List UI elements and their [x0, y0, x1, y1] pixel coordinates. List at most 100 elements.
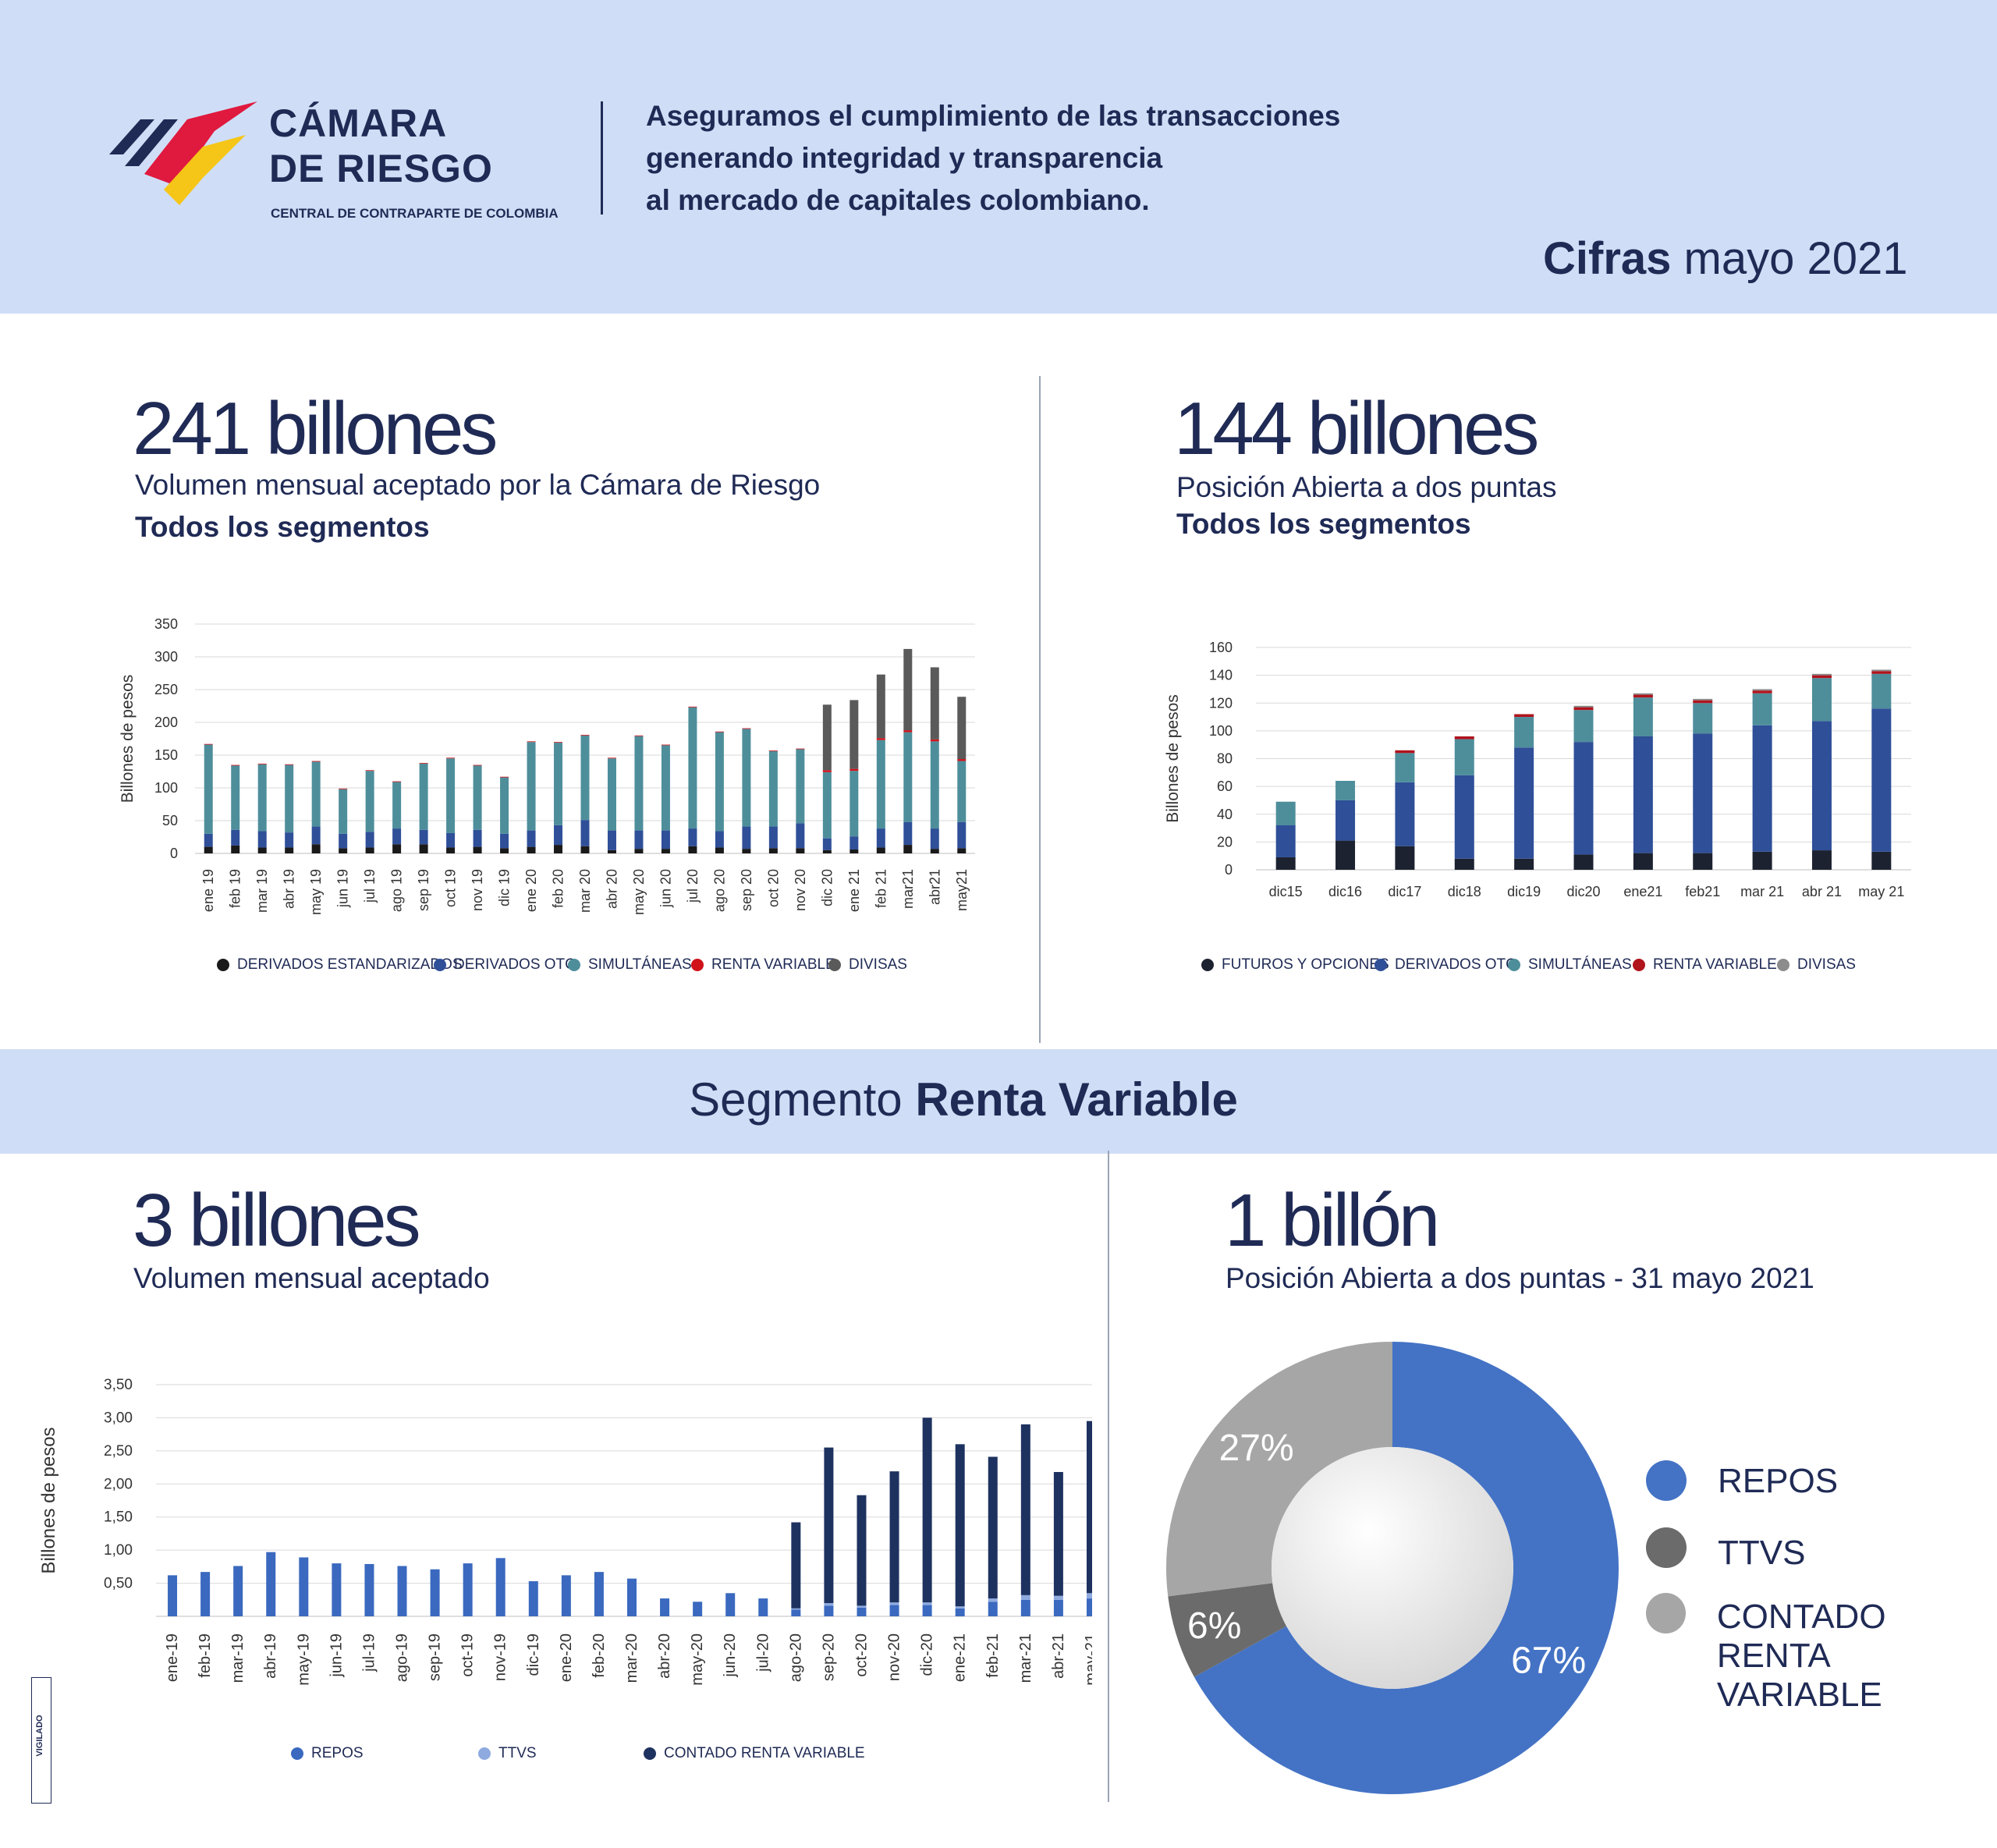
bar-segment — [1693, 700, 1713, 704]
bar-segment — [957, 761, 967, 822]
donut-legend-ttvs: TTVS — [1646, 1527, 1805, 1573]
bar-segment — [768, 826, 778, 849]
x-tick-label: dic17 — [1388, 884, 1421, 899]
bar-segment — [1811, 850, 1832, 870]
legend2-label-0: FUTUROS Y OPCIONES — [1222, 956, 1389, 973]
bar-segment — [1086, 1593, 1092, 1599]
bar-segment — [1454, 858, 1474, 870]
bar-segment — [285, 764, 294, 765]
bar-segment — [824, 1447, 834, 1604]
bar-segment — [233, 1566, 243, 1616]
header-band — [0, 0, 1997, 314]
y-tick-label: 60 — [1217, 779, 1233, 794]
bar-segment — [257, 831, 267, 848]
x-tick-label: feb-20 — [591, 1633, 608, 1678]
bar-segment — [955, 1444, 965, 1607]
bar-segment — [204, 846, 213, 853]
bar-segment — [231, 845, 240, 853]
bar-segment — [528, 1581, 538, 1616]
chart-donut-posicion: 67% 6% 27% — [1166, 1342, 1619, 1794]
donut-hole — [1272, 1447, 1513, 1689]
cifras-date: mayo 2021 — [1671, 233, 1908, 284]
legend3-label-0: REPOS — [311, 1745, 364, 1761]
x-tick-label: ene-21 — [952, 1633, 969, 1682]
bar-segment — [473, 765, 482, 830]
bar-segment — [857, 1495, 867, 1606]
legend1-label-0: DERIVADOS ESTANDARIZADOS — [237, 956, 463, 973]
bar-segment — [957, 759, 967, 761]
bar-segment — [988, 1598, 998, 1602]
bar-segment — [930, 741, 939, 829]
y-tick-label: 100 — [1209, 723, 1233, 739]
donut-legend-dot-ttvs — [1646, 1527, 1687, 1568]
legend1-label-2: SIMULTÁNEAS — [588, 956, 692, 973]
bar-segment — [419, 829, 428, 845]
bar-segment — [627, 1578, 637, 1616]
bar-segment — [1871, 671, 1892, 674]
bar-segment — [1395, 846, 1415, 870]
bar-segment — [607, 830, 616, 850]
y-tick-label: 40 — [1217, 807, 1233, 822]
bar-segment — [500, 777, 509, 834]
bar-segment — [527, 742, 536, 831]
bar-segment — [634, 849, 644, 853]
bar-segment — [824, 1603, 834, 1606]
x-tick-label: oct-19 — [459, 1633, 477, 1677]
x-tick-label: abr-19 — [262, 1633, 279, 1679]
bar-segment — [922, 1605, 932, 1616]
y-tick-label: 2,00 — [104, 1476, 133, 1492]
legend2-dot-0 — [1201, 959, 1214, 971]
x-tick-label: feb 20 — [551, 869, 566, 908]
legend1-dot-3 — [691, 959, 704, 971]
x-tick-label: dic 19 — [497, 869, 513, 906]
x-tick-label: mar21 — [900, 869, 916, 909]
x-tick-label: dic 20 — [819, 869, 835, 906]
panel2-sub: Posición Abierta a dos puntas — [1176, 471, 1557, 503]
bar-segment — [876, 674, 885, 739]
y-tick-label: 350 — [154, 616, 178, 632]
bar-segment — [463, 1563, 473, 1616]
bar-segment — [339, 833, 348, 849]
bar-segment — [285, 832, 294, 848]
legend1-label-3: RENTA VARIABLE — [711, 956, 835, 973]
bar-segment — [822, 838, 832, 850]
segment-title: Segmento Renta Variable — [0, 1073, 1927, 1126]
bar-segment — [876, 847, 885, 853]
bar-segment — [200, 1572, 211, 1616]
x-tick-label: mar-19 — [229, 1633, 247, 1683]
bar-segment — [204, 833, 213, 847]
bar-segment — [285, 847, 294, 853]
legend2-dot-2 — [1508, 959, 1520, 971]
bar-segment — [554, 743, 563, 825]
legend2-label-1: DERIVADOS OTC — [1395, 956, 1516, 973]
donut-legend-label-contado-1: CONTADO — [1716, 1598, 1886, 1636]
x-tick-label: may 21 — [1858, 884, 1904, 899]
donut-legend-contado: CONTADO RENTA VARIABLE — [1646, 1593, 1997, 1715]
legend3-label-1: TTVS — [498, 1745, 537, 1761]
x-tick-label: feb 19 — [228, 869, 243, 908]
legend3-item-2: CONTADO RENTA VARIABLE — [644, 1745, 865, 1762]
bar-segment — [419, 844, 428, 853]
bar-segment — [1871, 673, 1892, 709]
x-tick-label: feb 21 — [873, 869, 889, 908]
bar-segment — [1053, 1472, 1063, 1596]
y-tick-label: 0 — [1225, 862, 1233, 878]
bar-segment — [850, 849, 859, 853]
x-tick-label: ene-20 — [558, 1633, 575, 1682]
bar-segment — [495, 1558, 505, 1616]
bar-segment — [660, 1598, 670, 1616]
bar-segment — [364, 1563, 374, 1616]
bar-segment — [742, 849, 751, 853]
x-tick-label: ene 20 — [523, 869, 539, 912]
bar-segment — [688, 846, 697, 853]
x-tick-label: ago 20 — [711, 869, 727, 912]
bar-segment — [527, 846, 536, 853]
x-tick-label: abr 19 — [282, 869, 297, 909]
bar-segment — [661, 830, 670, 850]
y-tick-label: 0,50 — [104, 1576, 133, 1592]
x-tick-label: abr-21 — [1050, 1633, 1067, 1679]
bar-segment — [715, 847, 724, 853]
bar-segment — [857, 1605, 867, 1608]
bar-segment — [580, 846, 590, 853]
legend3-label-2: CONTADO RENTA VARIABLE — [664, 1745, 865, 1761]
